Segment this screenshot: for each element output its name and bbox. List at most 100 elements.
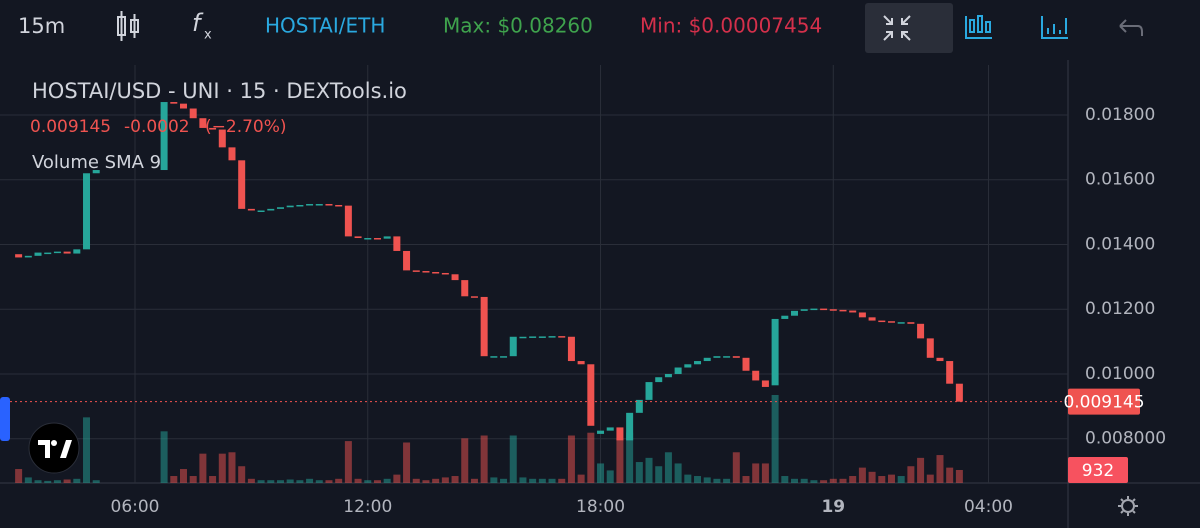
volume-bar — [529, 478, 537, 483]
fx-icon-sub[interactable]: x — [204, 28, 212, 43]
volume-bar — [480, 435, 488, 483]
candles — [0, 102, 1068, 441]
price-change: -0.0002 — [124, 117, 190, 137]
candle-body — [276, 207, 284, 209]
candle-body — [878, 320, 886, 323]
candle-body — [24, 255, 32, 258]
candle-body — [897, 322, 905, 324]
candle-body — [451, 274, 459, 281]
volume-bar — [179, 469, 187, 483]
tradingview-logo[interactable] — [28, 422, 80, 474]
volume-bar — [645, 457, 653, 483]
volume-bar — [626, 432, 634, 483]
axes: 0.008000 0.01000 0.01200 0.01400 0.01600 0.01… — [111, 105, 1167, 517]
candle-body — [422, 271, 430, 273]
candle-body — [538, 336, 546, 338]
y-tick-label: 0.008000 — [1085, 429, 1166, 449]
grid — [0, 65, 1068, 483]
candle-body — [868, 317, 876, 321]
volume-bar — [839, 478, 847, 483]
volume-bar — [694, 476, 702, 483]
candle-body — [432, 272, 440, 274]
candle-body — [694, 361, 702, 365]
candle-body — [713, 356, 721, 358]
candle-body — [558, 336, 566, 338]
candle-body — [247, 208, 255, 211]
side-tab[interactable] — [0, 397, 10, 441]
candle-body — [179, 103, 187, 109]
candle-body — [63, 251, 71, 254]
candle-body — [577, 361, 585, 365]
volume-bar — [335, 478, 343, 483]
candle-body — [519, 336, 527, 339]
min-label: Min: $0.00007454 — [640, 14, 822, 38]
settings-icon[interactable] — [1118, 496, 1138, 516]
volume-bar — [849, 476, 857, 483]
volume-bar — [946, 467, 954, 483]
volume-bar — [771, 395, 779, 483]
last-volume-box — [1068, 456, 1128, 483]
candle-type-icon[interactable] — [117, 11, 139, 41]
volume-bar — [907, 466, 915, 483]
price-change-percent: (−2.70%) — [205, 117, 287, 137]
volume-bar — [868, 471, 876, 483]
volume-bar — [558, 478, 566, 483]
candle-body — [383, 236, 391, 239]
volume-indicator-title: Volume SMA 9 — [32, 152, 161, 173]
volume-bar — [441, 477, 449, 483]
volume-bar — [538, 478, 546, 483]
candle-body — [160, 102, 168, 171]
volume-bar — [315, 480, 323, 483]
volume-bar — [655, 466, 663, 483]
volume-bar — [567, 435, 575, 483]
interval-button[interactable]: 15m — [18, 14, 65, 38]
candle-body — [306, 204, 314, 206]
volume-bar — [257, 480, 265, 483]
candle-body — [810, 308, 818, 311]
candle-body — [325, 204, 333, 206]
fullscreen-button[interactable] — [865, 3, 953, 53]
candle-body — [53, 251, 61, 254]
last-price-box — [1068, 388, 1140, 415]
volume-bar — [703, 477, 711, 483]
candle-body — [616, 427, 624, 441]
candle-body — [936, 357, 944, 362]
volume-bar — [664, 452, 672, 483]
volume-bar — [228, 452, 236, 483]
volume-bar — [15, 469, 23, 483]
candle-body — [209, 127, 217, 130]
candle-body — [92, 170, 100, 174]
candle-body — [189, 108, 197, 119]
volume-bar — [267, 480, 275, 483]
volume-bar — [247, 478, 255, 483]
pair-label[interactable]: HOSTAI/ETH — [265, 14, 385, 38]
candle-body — [480, 296, 488, 357]
volume-bar — [412, 478, 420, 483]
candle-body — [509, 336, 517, 357]
collapse-icon[interactable] — [883, 15, 911, 41]
undo-icon[interactable] — [1119, 19, 1143, 36]
candle-body — [684, 364, 692, 368]
volume-bar — [34, 480, 42, 483]
candle-body — [587, 364, 595, 426]
bars-icon[interactable] — [965, 15, 992, 39]
candle-body — [752, 370, 760, 381]
candle-body — [849, 310, 857, 313]
candle-body — [83, 173, 91, 250]
volume-bar — [897, 476, 905, 483]
candle-body — [606, 427, 614, 431]
candle-body — [403, 250, 411, 271]
volume-bar — [53, 480, 61, 483]
chart-icon[interactable] — [1041, 16, 1068, 39]
volume-bar — [209, 476, 217, 483]
candle-body — [286, 205, 294, 208]
volume-bar — [63, 479, 71, 483]
candle-body — [267, 208, 275, 211]
candle-body — [199, 118, 207, 128]
candle-body — [567, 336, 575, 362]
volume-bar — [732, 452, 740, 483]
volume-bar — [791, 478, 799, 483]
candle-body — [820, 308, 828, 311]
volume-bar — [83, 417, 91, 483]
